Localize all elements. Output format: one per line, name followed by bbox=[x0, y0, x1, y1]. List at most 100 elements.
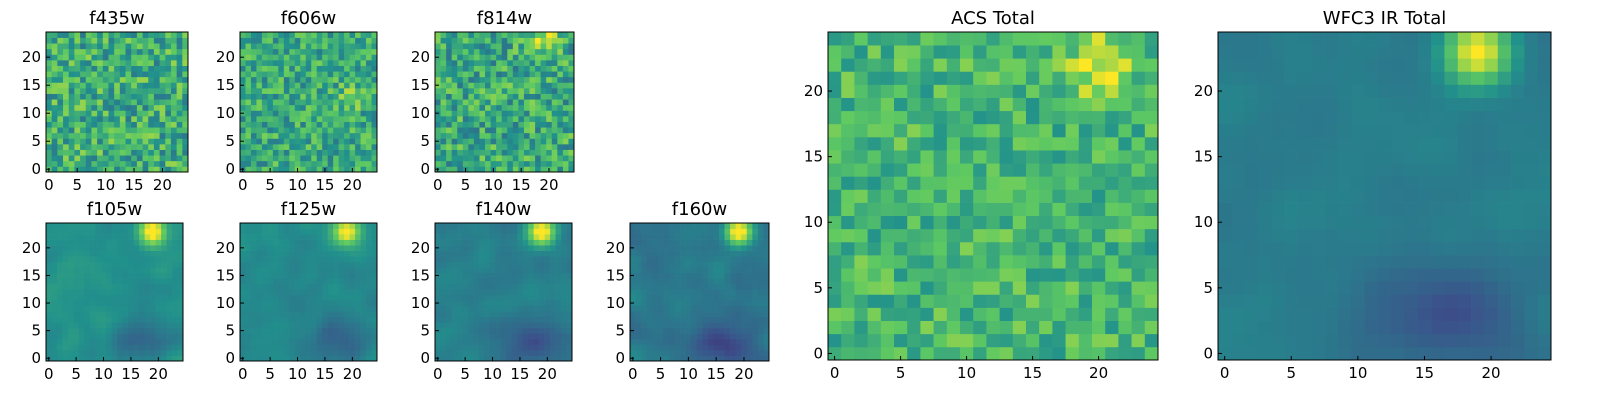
heatmap-cell bbox=[1144, 202, 1159, 217]
heatmap-cell bbox=[289, 272, 296, 279]
heatmap-cell bbox=[986, 241, 1000, 256]
heatmap-cell bbox=[349, 93, 356, 100]
heatmap-cell bbox=[757, 239, 764, 246]
heatmap-cell bbox=[652, 245, 659, 251]
heatmap-cell bbox=[440, 327, 447, 334]
heatmap-cell bbox=[1078, 320, 1093, 335]
heatmap-cell bbox=[946, 136, 961, 151]
heatmap-cell bbox=[646, 245, 653, 251]
heatmap-cell bbox=[170, 104, 177, 111]
heatmap-cell bbox=[366, 245, 372, 251]
heatmap-cell bbox=[128, 278, 135, 285]
heatmap-cell bbox=[518, 132, 525, 139]
heatmap-cell bbox=[1131, 189, 1146, 203]
heatmap-cell bbox=[478, 234, 485, 240]
heatmap-cell bbox=[131, 88, 138, 94]
heatmap-cell bbox=[1105, 294, 1119, 308]
heatmap-cell bbox=[355, 160, 361, 167]
heatmap-cell bbox=[562, 71, 569, 78]
heatmap-cell bbox=[106, 322, 113, 329]
heatmap-cell bbox=[106, 311, 113, 318]
heatmap-cell bbox=[311, 327, 318, 334]
heatmap-cell bbox=[327, 327, 334, 334]
heatmap-cell bbox=[685, 349, 692, 356]
heatmap-cell bbox=[867, 281, 882, 295]
heatmap-cell bbox=[641, 278, 648, 285]
heatmap-cell bbox=[338, 127, 345, 134]
heatmap-cell bbox=[730, 300, 736, 307]
heatmap-cell bbox=[245, 132, 252, 139]
heatmap-cell bbox=[752, 256, 759, 262]
heatmap-cell bbox=[289, 294, 296, 301]
heatmap-cell bbox=[691, 245, 698, 251]
heatmap-cell bbox=[106, 327, 113, 334]
heatmap-cell bbox=[261, 65, 268, 72]
heatmap-cell bbox=[557, 60, 564, 66]
heatmap-cell bbox=[371, 76, 378, 83]
heatmap-cell bbox=[182, 149, 189, 156]
heatmap-cell bbox=[506, 239, 513, 246]
heatmap-cell bbox=[652, 316, 659, 323]
heatmap-cell bbox=[311, 338, 318, 345]
heatmap-cell bbox=[300, 37, 307, 44]
heatmap-cell bbox=[544, 311, 551, 318]
heatmap-cell bbox=[333, 338, 339, 345]
x-tick-label: 5 bbox=[265, 176, 275, 194]
heatmap-cell bbox=[125, 138, 132, 145]
heatmap-cell bbox=[305, 82, 312, 89]
heatmap-cell bbox=[172, 333, 178, 340]
heatmap-cell bbox=[1144, 163, 1159, 177]
heatmap-cell bbox=[702, 223, 709, 229]
heatmap-cell bbox=[451, 272, 458, 279]
heatmap-cell bbox=[462, 228, 469, 235]
heatmap-cell bbox=[485, 138, 491, 145]
heatmap-cell bbox=[457, 116, 464, 122]
heatmap-cell bbox=[355, 283, 361, 290]
heatmap-cell bbox=[73, 316, 80, 323]
heatmap-cell bbox=[67, 322, 74, 329]
heatmap-cell bbox=[490, 138, 497, 145]
heatmap-cell bbox=[85, 48, 92, 55]
heatmap-cell bbox=[289, 289, 296, 296]
heatmap-cell bbox=[128, 294, 135, 301]
heatmap-cell bbox=[1105, 202, 1119, 217]
heatmap-cell bbox=[880, 150, 895, 164]
heatmap-cell bbox=[256, 155, 263, 162]
heatmap-cell bbox=[533, 272, 540, 279]
heatmap-cell bbox=[108, 149, 115, 156]
heatmap-cell bbox=[867, 228, 882, 243]
heatmap-cell bbox=[360, 261, 367, 268]
heatmap-cell bbox=[114, 116, 121, 122]
heatmap-cell bbox=[261, 149, 268, 156]
heatmap-cell bbox=[735, 267, 742, 274]
heatmap-cell bbox=[311, 48, 318, 55]
heatmap-cell bbox=[111, 349, 118, 356]
heatmap-cell bbox=[440, 99, 447, 106]
heatmap-cell bbox=[78, 272, 85, 279]
heatmap-cell bbox=[557, 104, 564, 111]
heatmap-cell bbox=[457, 32, 464, 38]
heatmap-cell bbox=[278, 93, 285, 100]
heatmap-cell bbox=[685, 228, 692, 235]
heatmap-cell bbox=[485, 37, 491, 44]
heatmap-cell bbox=[641, 223, 648, 229]
heatmap-cell bbox=[338, 93, 345, 100]
heatmap-cell bbox=[557, 138, 564, 145]
heatmap-cell bbox=[114, 149, 121, 156]
heatmap-cell bbox=[646, 267, 653, 274]
heatmap-cell bbox=[517, 327, 524, 334]
heatmap-cell bbox=[51, 234, 58, 240]
heatmap-cell bbox=[283, 99, 290, 106]
heatmap-cell bbox=[311, 116, 318, 122]
heatmap-cell bbox=[535, 82, 541, 89]
heatmap-cell bbox=[245, 155, 252, 162]
heatmap-cell bbox=[473, 99, 480, 106]
heatmap-cell bbox=[80, 88, 87, 94]
heatmap-cell bbox=[663, 283, 670, 290]
heatmap-cell bbox=[294, 88, 301, 94]
heatmap-cell bbox=[440, 60, 447, 66]
heatmap-cell bbox=[150, 289, 156, 296]
heatmap-cell bbox=[757, 272, 764, 279]
heatmap-cell bbox=[333, 32, 339, 38]
heatmap-cell bbox=[261, 322, 268, 329]
